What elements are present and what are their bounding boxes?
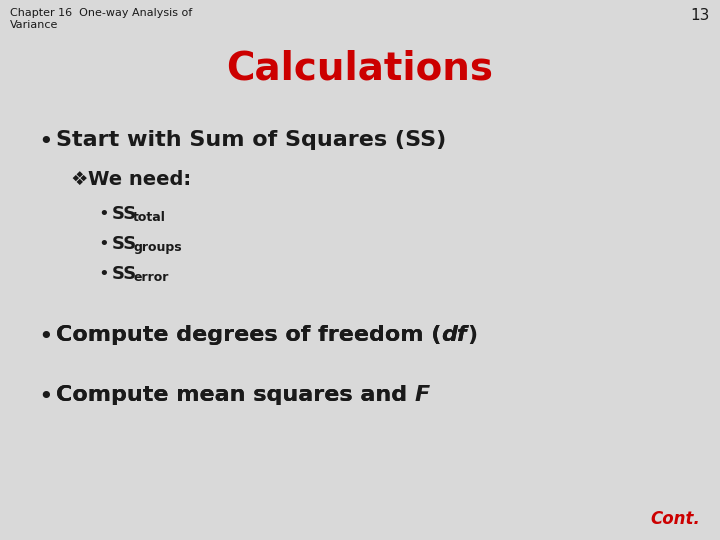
Text: 13: 13 xyxy=(690,8,710,23)
Text: df: df xyxy=(441,325,467,345)
Text: df: df xyxy=(441,325,467,345)
Text: •: • xyxy=(38,385,53,409)
Text: Calculations: Calculations xyxy=(227,50,493,88)
Text: Compute degrees of freedom (: Compute degrees of freedom ( xyxy=(56,325,441,345)
Text: F: F xyxy=(415,385,430,405)
Text: Cont.: Cont. xyxy=(650,510,700,528)
Text: Variance: Variance xyxy=(10,20,58,30)
Text: total: total xyxy=(133,211,166,224)
Text: groups: groups xyxy=(133,241,181,254)
Text: •: • xyxy=(38,325,53,349)
Text: Chapter 16  One-way Analysis of: Chapter 16 One-way Analysis of xyxy=(10,8,192,18)
Text: We need:: We need: xyxy=(88,170,191,189)
Text: SS: SS xyxy=(112,205,138,223)
Text: ❖: ❖ xyxy=(70,170,88,189)
Text: •: • xyxy=(98,265,109,283)
Text: •: • xyxy=(98,235,109,253)
Text: Start with Sum of Squares (SS): Start with Sum of Squares (SS) xyxy=(56,130,446,150)
Text: SS: SS xyxy=(112,265,138,283)
Text: ): ) xyxy=(467,325,477,345)
Text: Compute mean squares and: Compute mean squares and xyxy=(56,385,415,405)
Text: Compute mean squares and: Compute mean squares and xyxy=(56,385,415,405)
Text: Compute degrees of freedom (: Compute degrees of freedom ( xyxy=(56,325,441,345)
Text: •: • xyxy=(38,130,53,154)
Text: error: error xyxy=(133,271,168,284)
Text: •: • xyxy=(98,205,109,223)
Text: SS: SS xyxy=(112,235,138,253)
